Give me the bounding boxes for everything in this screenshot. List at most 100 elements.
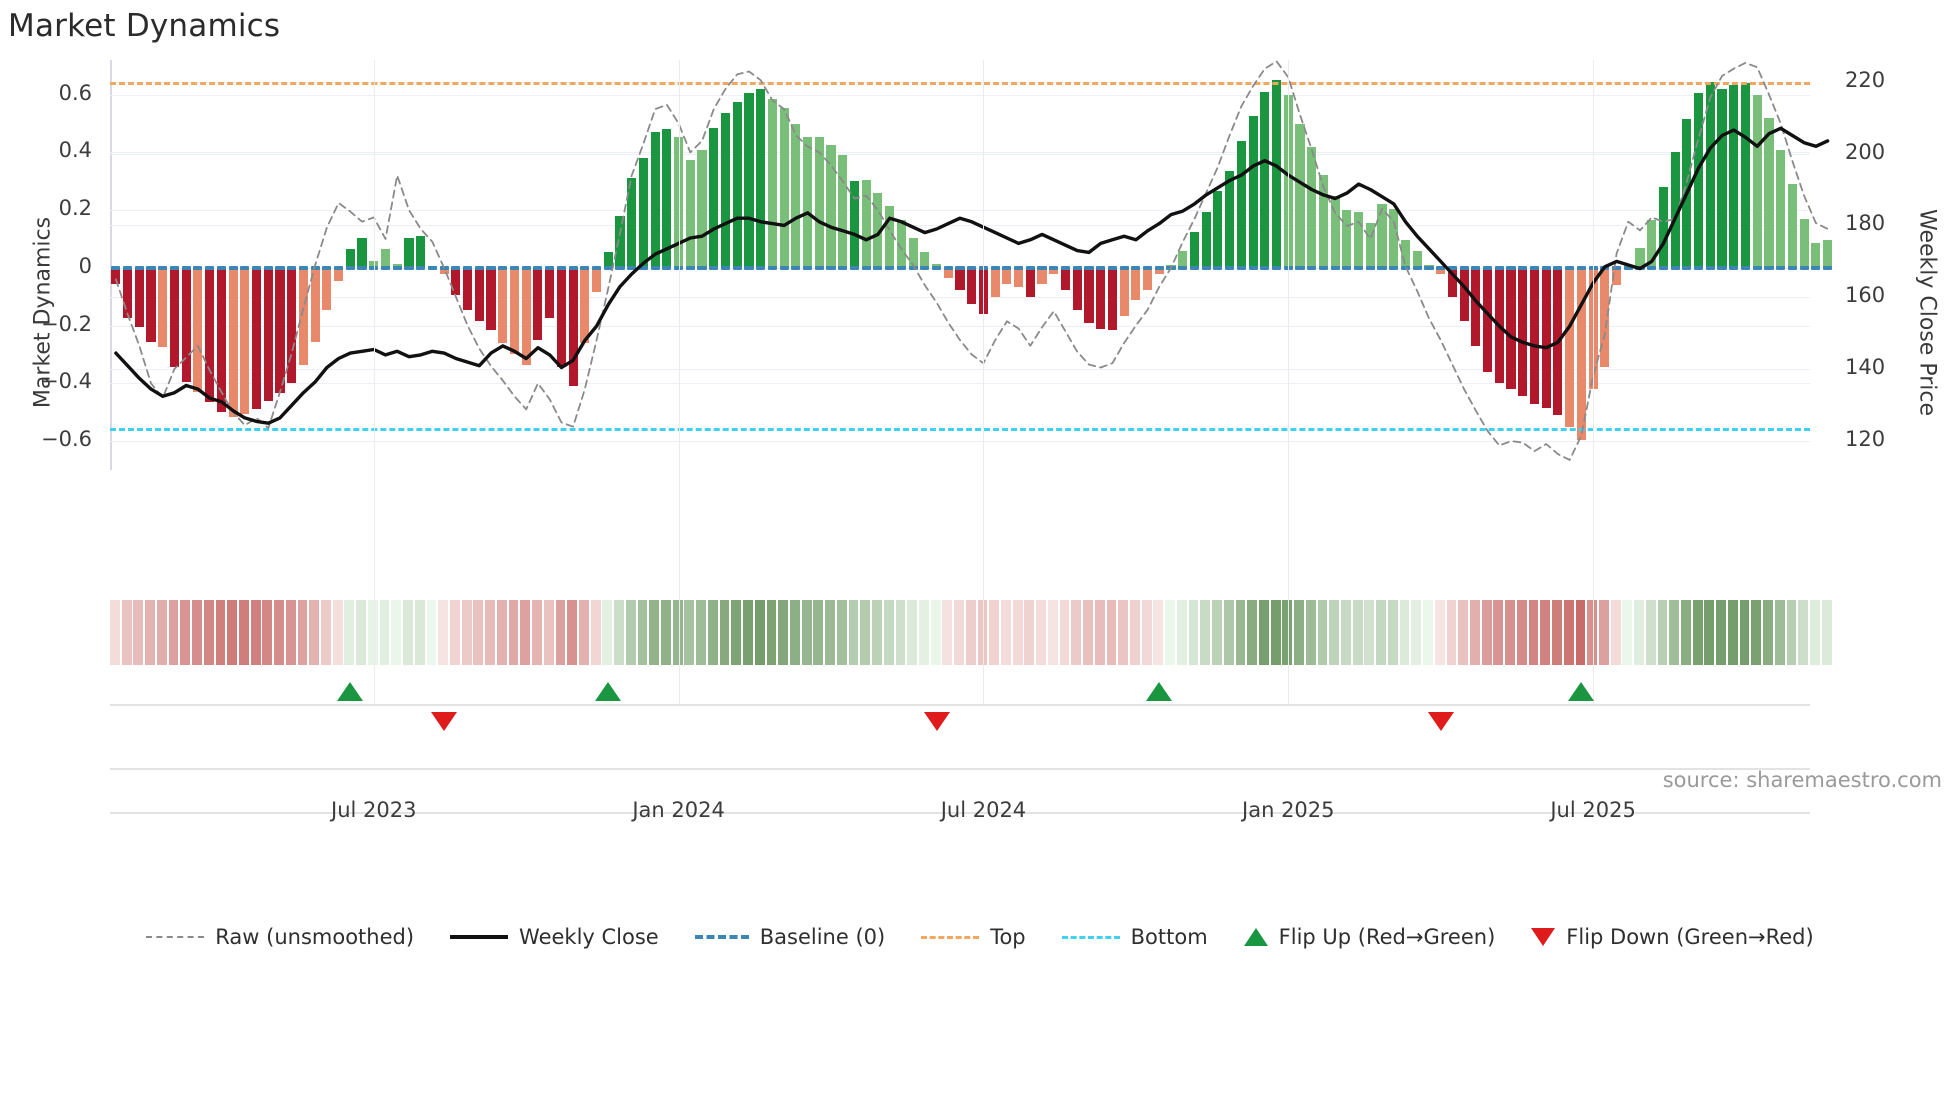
heatmap-cell (356, 600, 367, 665)
baseline-cap (169, 265, 180, 270)
baseline-cap (1025, 265, 1035, 270)
legend-item-3[interactable]: Top (903, 925, 1043, 949)
bar (849, 181, 860, 268)
baseline-cap (1260, 265, 1270, 270)
legend-item-4[interactable]: Bottom (1044, 925, 1226, 949)
bar (322, 267, 332, 310)
bar (943, 267, 953, 278)
bar (1518, 267, 1528, 397)
baseline-cap (1670, 265, 1680, 270)
baseline-cap (134, 265, 144, 270)
x-axis-tick: Jan 2024 (632, 798, 725, 822)
baseline-cap (240, 265, 250, 270)
baseline-cap (1576, 265, 1586, 270)
heatmap-cell (496, 600, 507, 665)
baseline-cap (545, 265, 555, 270)
baseline-cap (1037, 265, 1047, 270)
heatmap-cell (1810, 600, 1820, 665)
heatmap-cell (989, 600, 1000, 665)
heatmap-cell (766, 600, 777, 665)
bar (1025, 267, 1035, 297)
bar (650, 132, 660, 268)
axis-rule-bottom (110, 812, 1810, 814)
heatmap-cell (1294, 600, 1304, 665)
dashed-gray-line-icon (146, 936, 205, 938)
baseline-cap (720, 265, 731, 270)
plot-left-spine (110, 60, 112, 470)
bar (380, 249, 391, 268)
heatmap-cell (1036, 600, 1047, 665)
baseline-cap (732, 265, 742, 270)
baseline-cap (427, 265, 437, 270)
baseline-cap (334, 265, 344, 270)
heatmap-cell (461, 600, 472, 665)
legend-item-2[interactable]: Baseline (0) (677, 925, 903, 949)
gridline-y2-4 (110, 369, 1810, 371)
heatmap-cell (367, 600, 378, 665)
baseline-cap (885, 265, 895, 270)
baseline-cap (146, 265, 156, 270)
legend-item-5[interactable]: Flip Up (Red→Green) (1226, 925, 1514, 949)
heatmap-cell (1622, 600, 1633, 665)
bar (1060, 267, 1071, 290)
legend-item-0[interactable]: Raw (unsmoothed) (128, 925, 432, 949)
bar (908, 237, 918, 268)
heatmap-cell (274, 600, 284, 665)
heatmap-cell (578, 600, 589, 665)
legend-item-6[interactable]: Flip Down (Green→Red) (1513, 925, 1831, 949)
heatmap-cell (1352, 600, 1363, 665)
baseline-cap (1729, 265, 1739, 270)
bar (1647, 220, 1657, 268)
baseline-cap (638, 265, 649, 270)
baseline-cap (1096, 265, 1106, 270)
baseline-cap (1248, 265, 1258, 270)
heatmap-cell (602, 600, 613, 665)
heatmap-cell (414, 600, 425, 665)
legend-item-1[interactable]: Weekly Close (432, 925, 677, 949)
baseline-cap (1623, 265, 1633, 270)
heatmap-cell (883, 600, 894, 665)
bar (920, 252, 930, 268)
baseline-cap (1354, 265, 1364, 270)
heatmap-cell (625, 600, 636, 665)
baseline-cap (650, 265, 660, 270)
bar (1014, 267, 1024, 287)
bar (931, 263, 942, 268)
heatmap-cell (1329, 600, 1340, 665)
baseline-cap (1764, 265, 1774, 270)
baseline-cap (931, 265, 942, 270)
heatmap-cell (1669, 600, 1680, 665)
baseline-cap (1776, 265, 1786, 270)
heatmap-cell (1692, 600, 1703, 665)
baseline-cap (509, 265, 520, 270)
baseline-cap (158, 265, 168, 270)
heatmap-cell (1763, 600, 1773, 665)
heatmap-cell (836, 600, 847, 665)
baseline-cap (873, 265, 883, 270)
baseline-cap (580, 265, 590, 270)
heatmap-cell (180, 600, 191, 665)
heatmap-cell (1130, 600, 1140, 665)
heatmap-cell (801, 600, 812, 665)
heatmap-cell (297, 600, 308, 665)
bar (990, 267, 1000, 297)
bar (967, 267, 977, 304)
bar (1365, 223, 1375, 268)
legend-label: Baseline (0) (759, 925, 886, 949)
heatmap-cell (1001, 600, 1011, 665)
heatmap-cell (977, 600, 988, 665)
baseline-cap (803, 265, 813, 270)
bar (1131, 267, 1141, 300)
bar (193, 267, 203, 393)
baseline-cap (662, 265, 672, 270)
heatmap-cell (1739, 600, 1750, 665)
baseline-cap (943, 265, 953, 270)
heatmap-cell (203, 600, 214, 665)
baseline-cap (908, 265, 918, 270)
bar (509, 267, 520, 355)
heatmap-cell (1575, 600, 1586, 665)
legend-label: Flip Up (Red→Green) (1278, 925, 1496, 949)
heatmap-cell (1516, 600, 1527, 665)
bar (298, 267, 309, 365)
heatmap-cell (532, 600, 542, 665)
